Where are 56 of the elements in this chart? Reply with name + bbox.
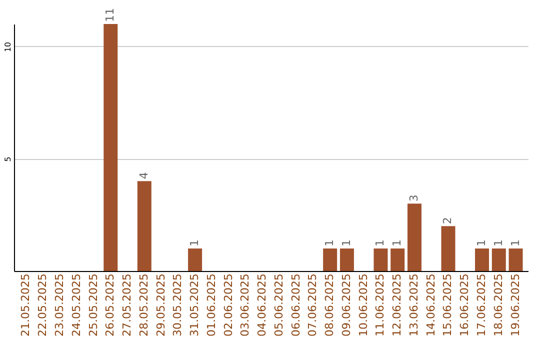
x-tick-label: 16.06.2025 bbox=[458, 274, 472, 336]
bar bbox=[492, 248, 506, 271]
data-label: 1 bbox=[492, 240, 505, 247]
x-tick-label: 05.06.2025 bbox=[272, 274, 286, 336]
data-label: 2 bbox=[441, 217, 454, 224]
y-tick-label: 10 bbox=[4, 42, 12, 52]
data-label: 11 bbox=[104, 8, 117, 22]
x-tick-label: 13.06.2025 bbox=[407, 274, 420, 336]
x-tick-label: 24.05.2025 bbox=[70, 274, 83, 336]
x-tick-label: 22.05.2025 bbox=[36, 274, 50, 336]
x-tick-label: 06.06.2025 bbox=[289, 274, 302, 336]
data-label: 4 bbox=[137, 172, 150, 180]
data-label: 1 bbox=[188, 240, 202, 247]
x-tick-label: 30.05.2025 bbox=[171, 274, 184, 336]
x-tick-label: 23.05.2025 bbox=[53, 274, 66, 336]
x-tick-label: 31.05.2025 bbox=[188, 274, 202, 336]
x-tick-label: 26.05.2025 bbox=[104, 274, 117, 336]
bar bbox=[508, 248, 523, 271]
x-tick-label: 14.06.2025 bbox=[424, 274, 438, 336]
data-label: 1 bbox=[475, 240, 488, 247]
bar bbox=[441, 226, 456, 271]
y-tick-label: 5 bbox=[4, 156, 12, 162]
bar bbox=[104, 24, 118, 271]
data-label: 1 bbox=[508, 240, 522, 247]
bar bbox=[137, 181, 152, 271]
x-tick-label: 03.06.2025 bbox=[238, 274, 252, 336]
x-tick-label: 15.06.2025 bbox=[441, 274, 454, 336]
x-tick-label: 07.06.2025 bbox=[306, 274, 320, 336]
bar bbox=[323, 248, 338, 271]
x-tick-label: 01.06.2025 bbox=[204, 274, 218, 336]
bar bbox=[390, 248, 405, 271]
bar bbox=[374, 248, 388, 271]
x-tick-label: 21.05.2025 bbox=[19, 274, 32, 336]
x-tick-label: 25.05.2025 bbox=[86, 274, 100, 336]
bar bbox=[340, 248, 354, 271]
x-tick-label: 18.06.2025 bbox=[492, 274, 505, 336]
x-tick-label: 02.06.2025 bbox=[222, 274, 235, 336]
bar bbox=[407, 204, 422, 271]
bar bbox=[475, 248, 489, 271]
x-tick-label: 27.05.2025 bbox=[120, 274, 134, 336]
x-tick-label: 10.06.2025 bbox=[356, 274, 370, 336]
x-tick-label: 17.06.2025 bbox=[475, 274, 488, 336]
data-label: 3 bbox=[407, 194, 420, 202]
data-label: 1 bbox=[390, 240, 404, 247]
x-tick-label: 12.06.2025 bbox=[390, 274, 404, 336]
x-tick-label: 28.05.2025 bbox=[137, 274, 150, 336]
bar bbox=[188, 248, 202, 271]
data-label: 1 bbox=[340, 240, 353, 247]
data-label: 1 bbox=[323, 240, 336, 247]
x-tick-label: 19.06.2025 bbox=[508, 274, 522, 336]
x-tick-label: 08.06.2025 bbox=[323, 274, 336, 336]
x-tick-label: 11.06.2025 bbox=[374, 274, 387, 336]
data-label: 1 bbox=[374, 240, 387, 247]
x-tick-label: 29.05.2025 bbox=[154, 274, 168, 336]
x-tick-label: 04.06.2025 bbox=[256, 274, 269, 336]
x-tick-label: 09.06.2025 bbox=[340, 274, 353, 336]
